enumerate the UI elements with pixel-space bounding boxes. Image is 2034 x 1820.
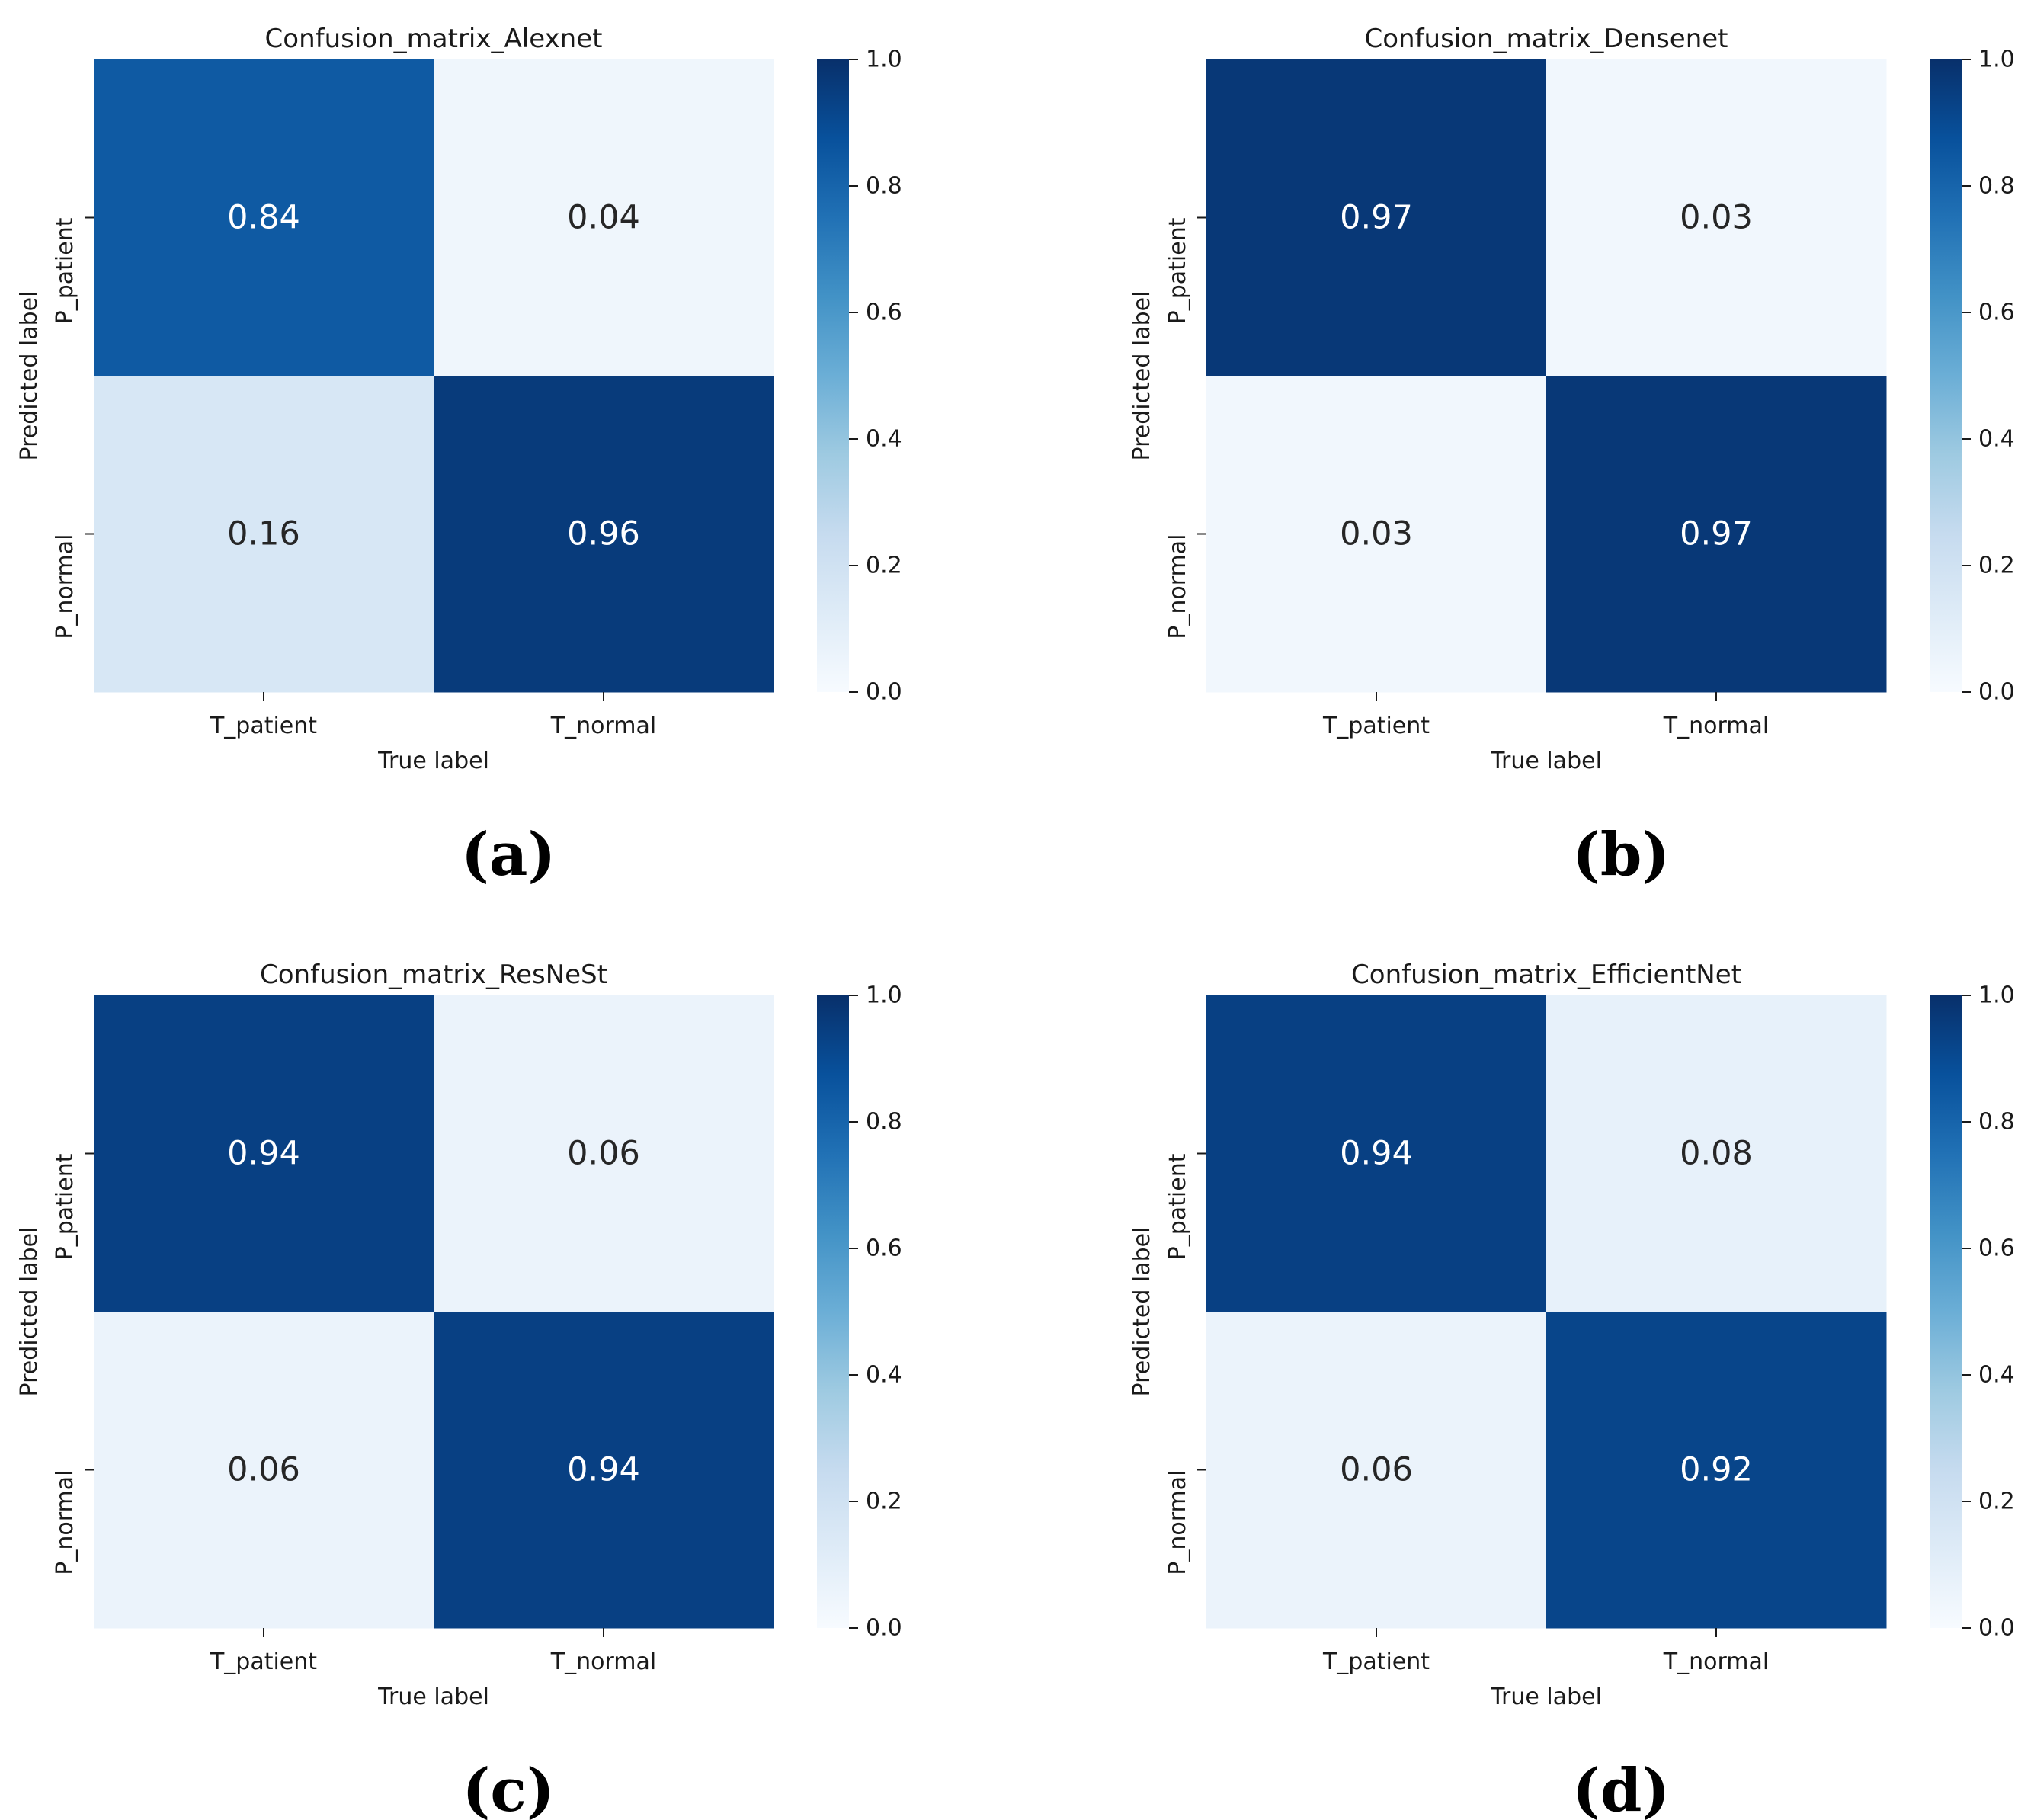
colorbar-tick-label: 0.4 — [866, 426, 902, 453]
x-tick-label: T_patient — [1322, 1649, 1430, 1675]
x-axis-label: True label — [377, 748, 489, 774]
colorbar — [817, 995, 849, 1628]
colorbar — [817, 59, 849, 692]
cell-value-label: 0.94 — [227, 1135, 300, 1173]
colorbar-tick-label: 0.0 — [866, 679, 902, 706]
y-tick-label: P_patient — [1164, 217, 1191, 324]
colorbar-tick-label: 0.6 — [1978, 300, 2015, 326]
y-tick-label: P_normal — [1164, 534, 1191, 639]
x-tick-label: T_patient — [1322, 713, 1430, 739]
heatmap-cell — [434, 995, 774, 1312]
heatmap-cell — [94, 1312, 434, 1629]
panel-label: (a) — [461, 820, 556, 889]
y-axis-label: Predicted label — [16, 291, 43, 461]
chart-title: Confusion_matrix_EfficientNet — [1351, 960, 1741, 990]
cell-value-label: 0.96 — [567, 515, 640, 553]
colorbar-tick-label: 0.8 — [866, 173, 902, 200]
heatmap-cell — [1206, 995, 1547, 1312]
cell-value-label: 0.06 — [227, 1451, 300, 1489]
chart-title: Confusion_matrix_Densenet — [1364, 24, 1728, 54]
colorbar-tick-label: 0.2 — [1978, 553, 2015, 579]
y-tick-label: P_patient — [1164, 1153, 1191, 1260]
y-axis-label: Predicted label — [16, 1227, 43, 1397]
colorbar-tick-label: 0.4 — [1978, 426, 2015, 453]
heatmap-cell — [1546, 376, 1887, 693]
heatmap-cell — [434, 1312, 774, 1629]
colorbar-tick-label: 0.0 — [1978, 1615, 2015, 1642]
heatmap-cell — [434, 376, 774, 693]
colorbar-tick-label: 1.0 — [1978, 982, 2015, 1009]
colorbar-tick-label: 0.8 — [1978, 173, 2015, 200]
colorbar-tick-label: 0.6 — [1978, 1235, 2015, 1262]
colorbar-tick-label: 0.0 — [1978, 679, 2015, 706]
y-tick-label: P_normal — [52, 1470, 78, 1575]
colorbar-tick-label: 0.2 — [866, 1488, 902, 1515]
colorbar-tick-label: 1.0 — [1978, 46, 2015, 73]
colorbar-tick-label: 0.6 — [866, 1235, 902, 1262]
y-axis-label: Predicted label — [1129, 1227, 1155, 1397]
colorbar-tick-label: 0.4 — [1978, 1362, 2015, 1389]
confusion-matrix-panel: Confusion_matrix_ResNeSt 0.94 0.06 0.06 0.94… — [16, 960, 902, 1820]
x-axis-label: True label — [1490, 748, 1602, 774]
confusion-matrix-panel: Confusion_matrix_EfficientNet 0.94 0.08 0.0… — [1129, 960, 2015, 1820]
cell-value-label: 0.97 — [1340, 199, 1413, 237]
heatmap-cell — [94, 376, 434, 693]
heatmap-cell — [1206, 59, 1547, 376]
x-axis-label: True label — [1490, 1684, 1602, 1710]
colorbar-tick-label: 0.2 — [1978, 1488, 2015, 1515]
heatmap-cell — [94, 59, 434, 376]
x-tick-label: T_normal — [550, 713, 656, 739]
panel-label: (d) — [1572, 1756, 1670, 1820]
cell-value-label: 0.06 — [567, 1135, 640, 1173]
panel-label: (c) — [462, 1756, 554, 1820]
cell-value-label: 0.97 — [1680, 515, 1753, 553]
heatmap-cell — [434, 59, 774, 376]
colorbar-tick-label: 0.8 — [866, 1109, 902, 1136]
confusion-matrix-panel: Confusion_matrix_Densenet 0.97 0.03 0.03 0.9… — [1129, 24, 2015, 889]
x-tick-label: T_patient — [210, 1649, 317, 1675]
x-tick-label: T_patient — [210, 713, 317, 739]
panel-label: (b) — [1572, 820, 1670, 889]
x-tick-label: T_normal — [1663, 713, 1769, 739]
colorbar-tick-label: 0.8 — [1978, 1109, 2015, 1136]
y-tick-label: P_patient — [52, 217, 78, 324]
heatmap-cell — [1546, 59, 1887, 376]
chart-title: Confusion_matrix_ResNeSt — [260, 960, 607, 990]
colorbar-tick-label: 0.6 — [866, 300, 902, 326]
x-axis-label: True label — [377, 1684, 489, 1710]
colorbar-tick-label: 0.4 — [866, 1362, 902, 1389]
colorbar — [1930, 995, 1962, 1628]
cell-value-label: 0.03 — [1680, 199, 1753, 237]
colorbar — [1930, 59, 1962, 692]
cell-value-label: 0.94 — [567, 1451, 640, 1489]
x-tick-label: T_normal — [1663, 1649, 1769, 1675]
colorbar-tick-label: 0.2 — [866, 553, 902, 579]
cell-value-label: 0.94 — [1340, 1135, 1413, 1173]
y-tick-label: P_normal — [52, 534, 78, 639]
chart-title: Confusion_matrix_Alexnet — [265, 24, 603, 54]
cell-value-label: 0.92 — [1680, 1451, 1753, 1489]
y-tick-label: P_normal — [1164, 1470, 1191, 1575]
cell-value-label: 0.04 — [567, 199, 640, 237]
colorbar-tick-label: 1.0 — [866, 982, 902, 1009]
cell-value-label: 0.84 — [227, 199, 300, 237]
x-tick-label: T_normal — [550, 1649, 656, 1675]
colorbar-tick-label: 1.0 — [866, 46, 902, 73]
heatmap-cell — [94, 995, 434, 1312]
colorbar-tick-label: 0.0 — [866, 1615, 902, 1642]
confusion-matrix-panel: Confusion_matrix_Alexnet 0.84 0.04 0.16 0.96… — [16, 24, 902, 889]
cell-value-label: 0.08 — [1680, 1135, 1753, 1173]
cell-value-label: 0.16 — [227, 515, 300, 553]
heatmap-cell — [1546, 1312, 1887, 1629]
y-tick-label: P_patient — [52, 1153, 78, 1260]
heatmap-cell — [1206, 376, 1547, 693]
cell-value-label: 0.03 — [1340, 515, 1413, 553]
cell-value-label: 0.06 — [1340, 1451, 1413, 1489]
heatmap-cell — [1546, 995, 1887, 1312]
heatmap-cell — [1206, 1312, 1547, 1629]
y-axis-label: Predicted label — [1129, 291, 1155, 461]
